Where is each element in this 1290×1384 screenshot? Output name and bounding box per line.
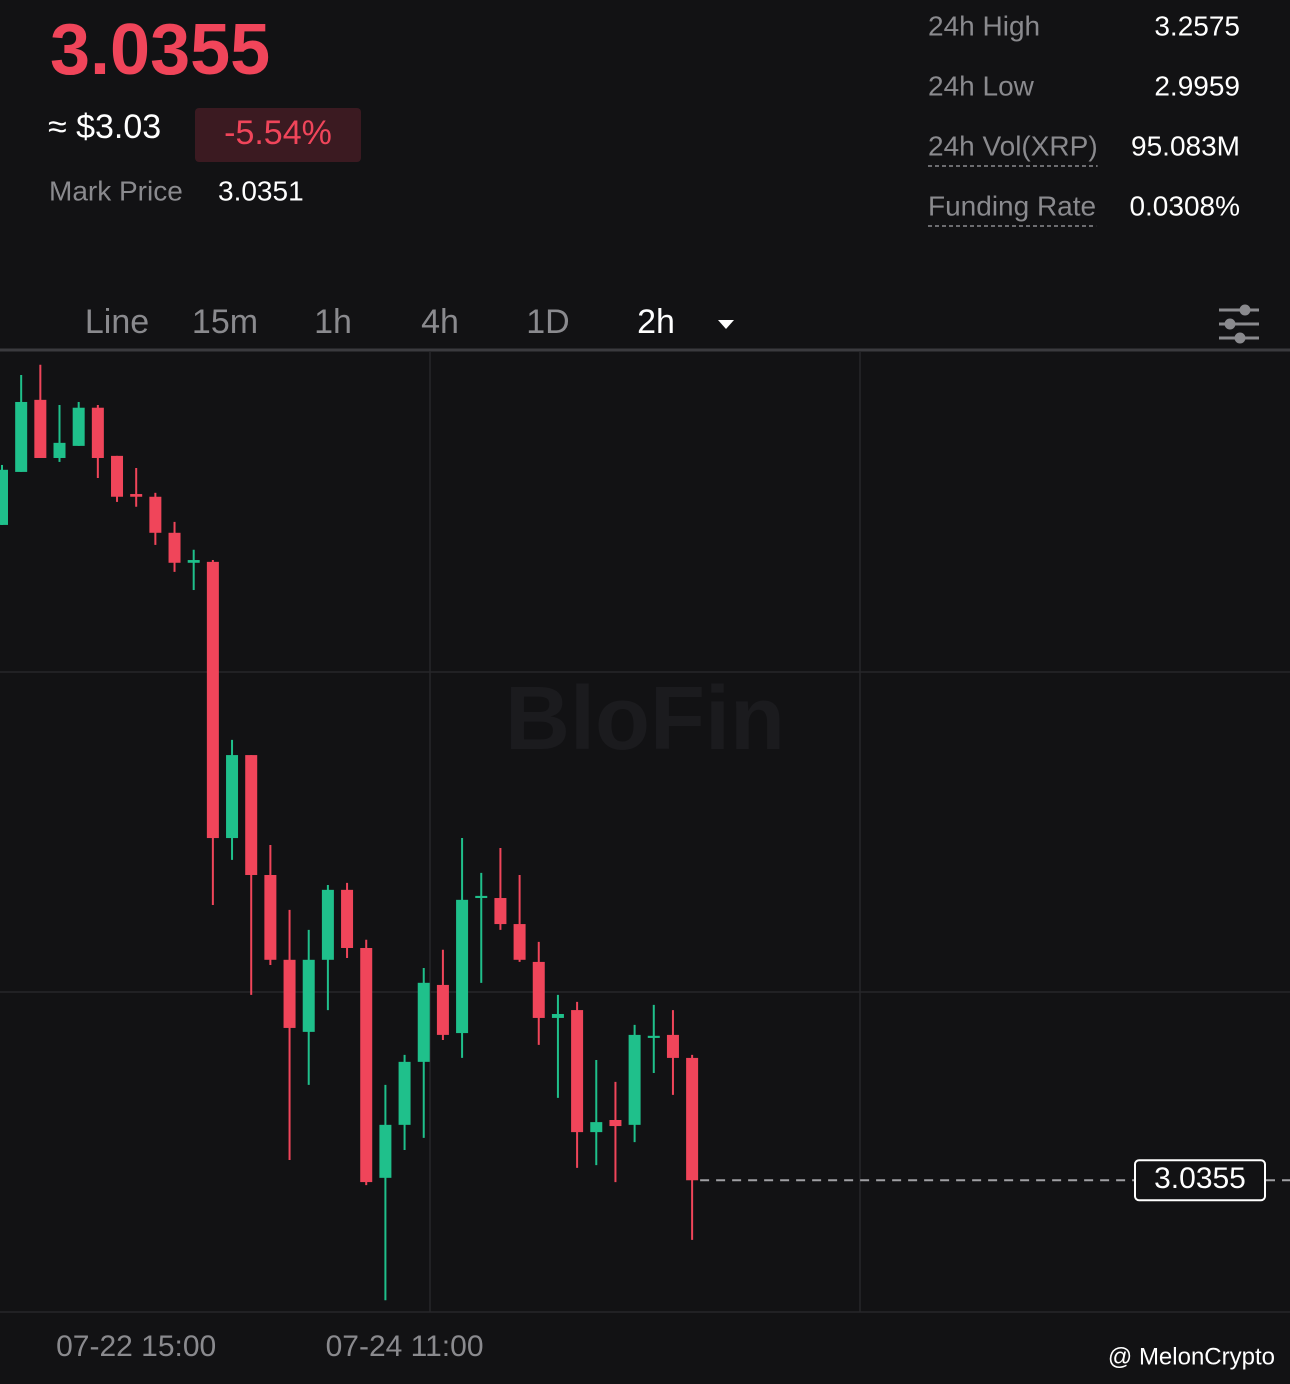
mark-price-label: Mark Price <box>49 175 183 206</box>
last-price-box <box>1134 1159 1266 1202</box>
candle-body <box>590 1122 603 1133</box>
stat-label: 24h High <box>928 10 1040 41</box>
candle-body <box>111 455 124 497</box>
tabs: Line 15m 1h 4h 1D 2h <box>85 303 675 341</box>
candle-body <box>15 401 28 472</box>
candle-body <box>72 407 85 446</box>
candle-body <box>149 496 162 533</box>
candle-body <box>647 1035 660 1038</box>
candle-body <box>168 532 181 563</box>
tab[interactable]: Line <box>85 303 149 341</box>
stat-value: 95.083M <box>1131 130 1240 161</box>
change: -5.54% <box>224 114 332 152</box>
stat-value: 2.9959 <box>1154 70 1240 101</box>
change-badge <box>195 108 361 162</box>
x-tick-label: 07-22 15:00 <box>56 1330 216 1363</box>
stat-label: 24h Low <box>928 70 1035 101</box>
watermark: BloFin <box>505 669 785 769</box>
candle-body <box>456 899 469 1034</box>
candle-body <box>686 1057 699 1181</box>
x-tick-label: 07-24 11:00 <box>326 1330 484 1363</box>
candle-body <box>417 982 430 1062</box>
footer-credit: @ MelonCrypto <box>1108 1343 1275 1370</box>
candle-body <box>513 924 526 960</box>
candle-body <box>379 1124 392 1178</box>
candle-body <box>360 947 373 1183</box>
settings-icon[interactable] <box>1219 304 1259 344</box>
candle-body <box>245 755 258 876</box>
candle-body <box>609 1120 622 1127</box>
candle-body <box>53 442 66 458</box>
last-price-label: 3.0355 <box>1154 1162 1246 1195</box>
candle-body <box>666 1034 679 1058</box>
candle-body <box>226 755 239 839</box>
candles: 3.0355 <box>0 364 1290 1301</box>
candle-body <box>34 399 47 458</box>
usd-price: ≈ $3.03 <box>48 108 161 146</box>
stat-value: 3.2575 <box>1154 10 1240 41</box>
candle-body <box>628 1034 641 1125</box>
candle-body <box>130 494 143 497</box>
tab[interactable]: 2h <box>637 303 675 341</box>
candle-body <box>475 895 488 899</box>
tab[interactable]: 15m <box>192 303 258 341</box>
stats: 24h High 3.2575 24h Low 2.9959 24h Vol(XRP) 9… <box>928 10 1240 227</box>
candle-body <box>283 959 296 1028</box>
candle-body <box>264 875 277 960</box>
candle-body <box>571 1010 584 1133</box>
candle-body <box>494 898 507 925</box>
candle-body <box>302 959 315 1032</box>
candle-body <box>187 560 200 563</box>
candle-body <box>551 1014 564 1018</box>
dropdown-arrow[interactable] <box>718 320 734 329</box>
candle-body <box>91 407 104 458</box>
candle-body <box>321 889 334 960</box>
stat-value: 0.0308% <box>1129 190 1240 221</box>
candle-body <box>532 961 545 1018</box>
price: 3.0355 <box>50 10 270 90</box>
candle-body <box>436 984 449 1035</box>
tab[interactable]: 1D <box>526 303 569 341</box>
stat-label: 24h Vol(XRP) <box>928 130 1098 161</box>
mark-price: 3.0351 <box>218 175 304 206</box>
candle-body <box>0 469 8 525</box>
candle-body <box>341 889 354 948</box>
stat-label: Funding Rate <box>928 190 1096 221</box>
candle-body <box>206 561 219 839</box>
tab[interactable]: 4h <box>421 303 459 341</box>
tab[interactable]: 1h <box>314 303 352 341</box>
candle-body <box>398 1061 411 1125</box>
